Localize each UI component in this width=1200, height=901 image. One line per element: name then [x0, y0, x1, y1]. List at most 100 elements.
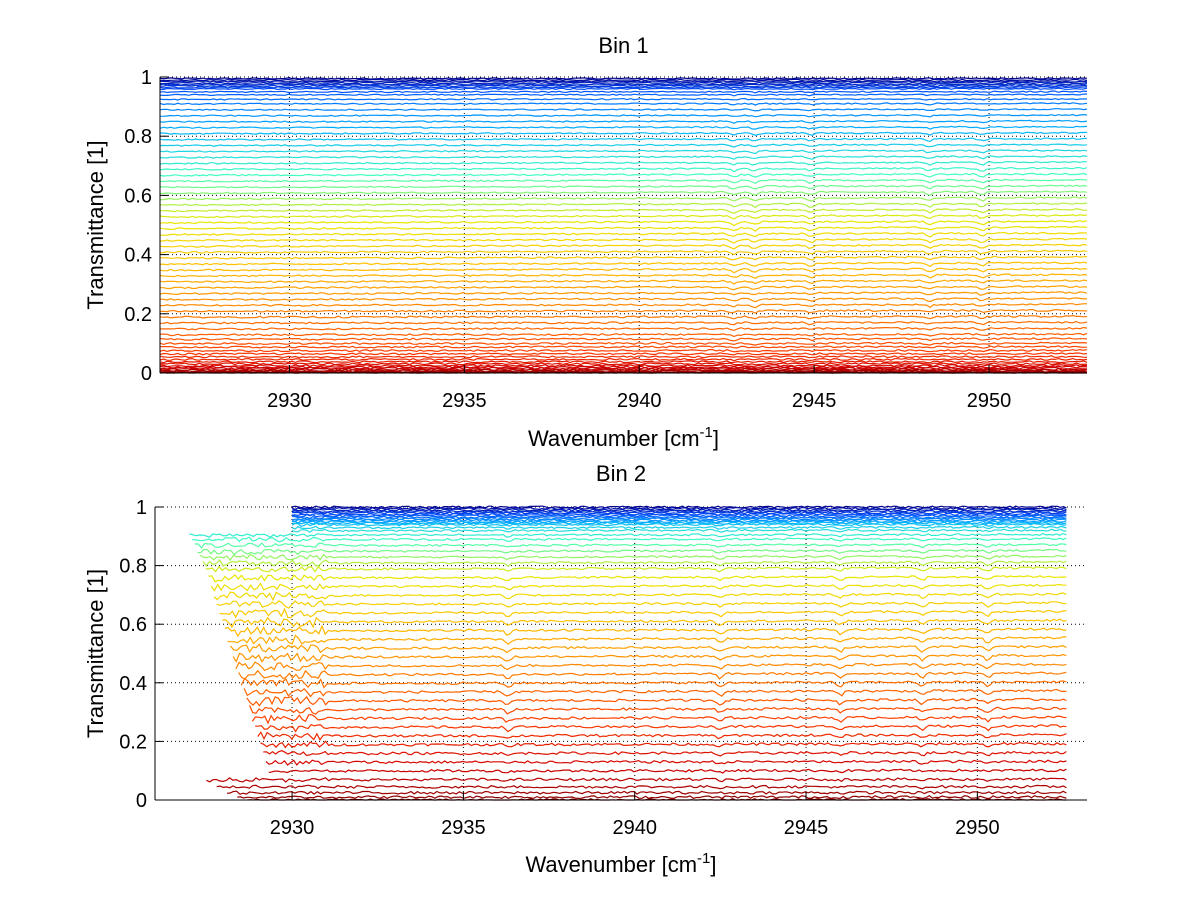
series-line — [213, 591, 1067, 602]
y-tick-label: 0.2 — [119, 731, 147, 753]
series-line — [292, 521, 1067, 526]
series-line — [159, 90, 1088, 94]
series-line — [159, 214, 1088, 220]
series-line — [235, 661, 1067, 672]
x-tick-label: 2945 — [792, 390, 837, 412]
series-line — [159, 131, 1088, 136]
series-line — [159, 166, 1088, 173]
y-axis-label: Transmittance [1] — [83, 569, 108, 738]
series-line — [219, 607, 1067, 619]
x-axis-label: Wavenumber [cm-1] — [528, 424, 719, 451]
series-line — [159, 97, 1087, 101]
x-tick-label: 2930 — [267, 390, 312, 412]
y-tick-label: 0 — [141, 363, 152, 385]
series-line — [260, 740, 1067, 749]
series-line — [263, 750, 1067, 757]
x-tick-label: 2950 — [955, 817, 1000, 839]
series-line — [159, 273, 1088, 279]
series-line — [159, 77, 1088, 80]
y-tick-label: 0.4 — [119, 673, 147, 695]
series-line — [238, 669, 1067, 680]
series-line — [160, 81, 1088, 85]
series-line — [291, 505, 1067, 509]
x-tick-label: 2940 — [612, 817, 657, 839]
series-line — [251, 714, 1067, 725]
series-line — [246, 695, 1067, 707]
series-line — [232, 652, 1067, 663]
series-line — [216, 600, 1067, 609]
series-line — [159, 87, 1088, 91]
series-curves — [159, 77, 1088, 374]
series-line — [291, 528, 1067, 533]
series-line — [292, 511, 1067, 515]
series-line — [159, 267, 1088, 274]
series-line — [199, 553, 1067, 561]
series-line — [159, 93, 1088, 97]
series-line — [159, 220, 1088, 227]
chart-title: Bin 1 — [598, 33, 648, 58]
series-line — [160, 285, 1088, 291]
series-line — [159, 352, 1088, 356]
series-line — [216, 784, 1067, 790]
series-line — [227, 634, 1067, 645]
y-tick-label: 0.8 — [124, 126, 152, 148]
series-line — [194, 542, 1067, 549]
series-line — [192, 536, 1067, 543]
series-line — [159, 102, 1088, 106]
series-line — [208, 574, 1067, 583]
series-line — [249, 705, 1067, 715]
series-line — [159, 155, 1088, 160]
series-line — [159, 360, 1088, 364]
series-line — [159, 308, 1088, 314]
x-tick-label: 2940 — [617, 390, 662, 412]
series-line — [226, 790, 1067, 795]
series-line — [292, 515, 1067, 520]
series-line — [160, 237, 1088, 244]
series-line — [291, 508, 1067, 512]
x-tick-label: 2935 — [442, 390, 487, 412]
series-line — [229, 643, 1067, 654]
series-line — [159, 297, 1087, 303]
series-line — [291, 525, 1067, 530]
series-line — [159, 303, 1088, 309]
y-tick-label: 0.8 — [119, 556, 147, 578]
series-line — [159, 261, 1088, 268]
y-tick-label: 0.6 — [119, 614, 147, 636]
y-tick-label: 1 — [141, 67, 152, 89]
y-tick-label: 0.2 — [124, 304, 152, 326]
y-tick-label: 1 — [136, 497, 147, 519]
series-line — [159, 178, 1088, 184]
panel-1: 2930 2935 2940 2945 2950 0 0.2 0.4 0.6 0.8 1 Bin 1 W… — [83, 33, 1088, 451]
series-line — [159, 341, 1088, 346]
x-tick-label: 2945 — [784, 817, 829, 839]
x-tick-label: 2950 — [967, 390, 1012, 412]
series-line — [291, 506, 1067, 511]
panel-2: 2930 2935 2940 2945 2950 0 0.2 0.4 0.6 0.8 1 Bin 2 W… — [83, 461, 1087, 877]
series-line — [160, 255, 1088, 261]
series-line — [291, 522, 1067, 527]
x-axis-label: Wavenumber [cm-1] — [525, 850, 716, 877]
series-line — [159, 113, 1088, 118]
chart-title: Bin 2 — [596, 461, 646, 486]
series-line — [159, 355, 1088, 359]
series-line — [291, 517, 1067, 521]
series-line — [159, 108, 1088, 112]
series-line — [160, 320, 1088, 326]
series-line — [268, 768, 1067, 774]
series-line — [240, 677, 1067, 689]
y-tick-label: 0.4 — [124, 245, 152, 267]
series-line — [159, 364, 1088, 368]
series-line — [159, 172, 1088, 178]
series-line — [159, 362, 1088, 366]
series-line — [210, 582, 1067, 592]
series-line — [237, 794, 1067, 800]
series-line — [243, 687, 1067, 698]
series-line — [159, 125, 1088, 130]
y-tick-label: 0.6 — [124, 185, 152, 207]
series-line — [159, 345, 1088, 349]
series-line — [205, 565, 1067, 573]
series-line — [189, 532, 1067, 539]
series-line — [202, 559, 1067, 567]
series-line — [159, 86, 1088, 89]
series-line — [159, 366, 1088, 370]
